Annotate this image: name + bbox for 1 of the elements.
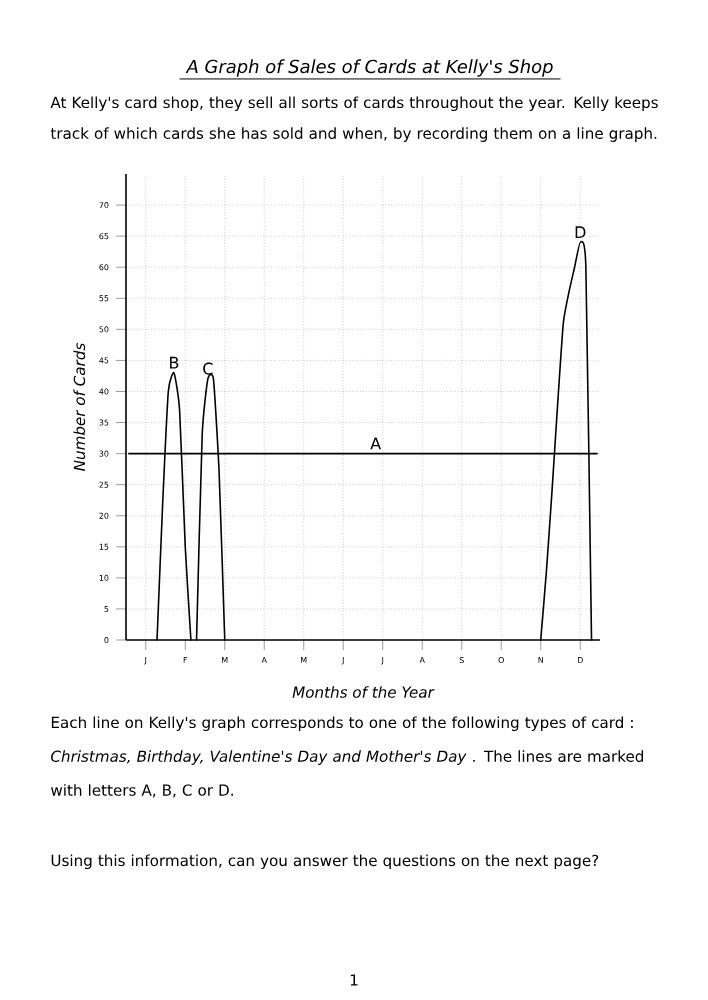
chart-title: A Graph of Sales of Cards at Kelly's Shop xyxy=(185,59,553,77)
